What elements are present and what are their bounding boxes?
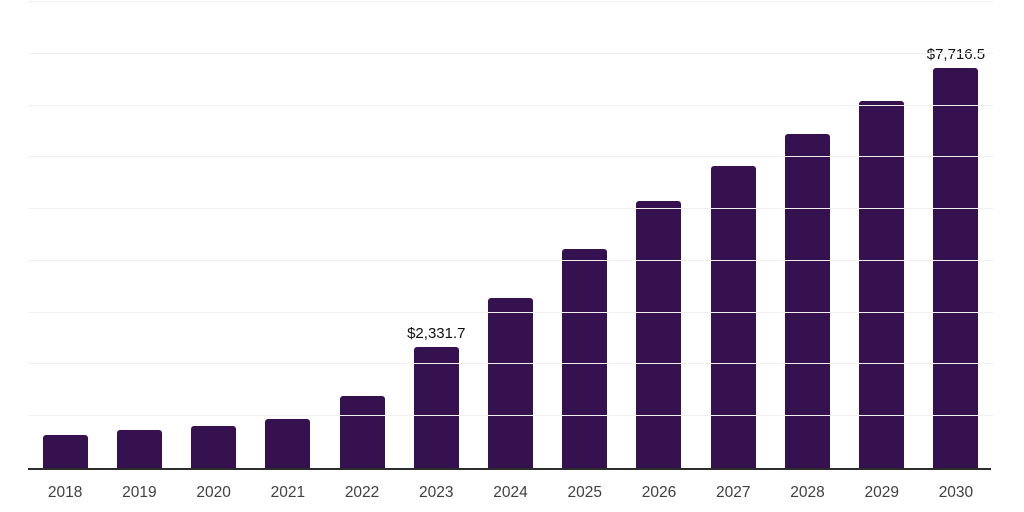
x-tick-label-2026: 2026 — [641, 484, 677, 501]
gridline — [28, 156, 993, 158]
data-label-2023: $2,331.7 — [407, 325, 466, 343]
plot-area: $2,331.7 $7,716.5 — [28, 1, 993, 470]
gridline — [28, 208, 993, 210]
gridline — [28, 52, 993, 54]
bar-2019 — [116, 429, 162, 468]
gridline — [28, 259, 993, 261]
x-tick-label-2019: 2019 — [122, 484, 157, 501]
bar-slot-2022 — [325, 2, 399, 468]
x-tick-label-2025: 2025 — [567, 484, 602, 501]
gridline — [28, 311, 993, 313]
bar-2021 — [265, 418, 311, 468]
bar-slot-2027 — [696, 2, 770, 468]
x-tick-label-2022: 2022 — [344, 484, 380, 501]
bar-2020 — [191, 425, 237, 468]
bar-slot-2026 — [622, 2, 696, 468]
x-tick-label-2023: 2023 — [419, 484, 454, 501]
bar-2030: $7,716.5 — [927, 47, 985, 468]
bar-2028 — [784, 134, 830, 468]
x-tick-label-2024: 2024 — [493, 484, 528, 501]
bar-2024 — [488, 297, 534, 468]
bar-slot-2030: $7,716.5 — [919, 2, 993, 468]
x-tick-label-2020: 2020 — [196, 484, 231, 501]
bar-2022 — [339, 395, 385, 468]
bar-2029 — [859, 100, 905, 468]
bar-2026 — [636, 201, 682, 468]
bar-slot-2020 — [176, 2, 250, 468]
x-tick-label-2030: 2030 — [938, 484, 974, 501]
x-tick-label-2029: 2029 — [864, 484, 899, 501]
bar-slot-2023: $2,331.7 — [399, 2, 473, 468]
bar-slot-2021 — [251, 2, 325, 468]
gridline — [28, 104, 993, 106]
bar-2027 — [710, 165, 756, 468]
bar-slot-2019 — [102, 2, 176, 468]
bar-2025 — [562, 248, 608, 468]
x-axis-labels: 2018 2019 2020 2021 2022 2023 2024 2025 2026 2027… — [28, 484, 993, 503]
data-label-2030: $7,716.5 — [926, 46, 986, 64]
gridline — [28, 1, 993, 2]
bar-slot-2028 — [770, 2, 844, 468]
x-tick-label-2027: 2027 — [715, 484, 751, 501]
bar-slot-2025 — [548, 2, 622, 468]
bar-slot-2029 — [845, 2, 919, 468]
bar-2018 — [42, 434, 88, 468]
gridline — [28, 363, 993, 365]
x-tick-label-2028: 2028 — [790, 484, 825, 501]
x-axis-line — [28, 468, 991, 470]
x-tick-label-2018: 2018 — [47, 484, 83, 501]
x-tick-label-2021: 2021 — [270, 484, 306, 501]
bars-container: $2,331.7 $7,716.5 — [28, 2, 993, 468]
bar-2023: $2,331.7 — [407, 326, 465, 468]
bar-slot-2018 — [28, 2, 102, 468]
gridline — [28, 415, 993, 417]
bar-slot-2024 — [473, 2, 547, 468]
